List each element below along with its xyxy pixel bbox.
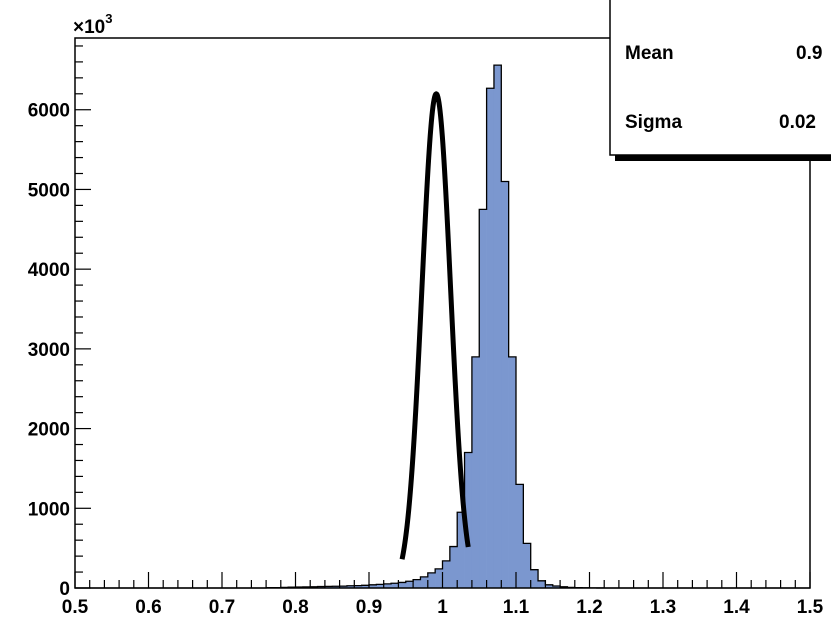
y-tick-label: 3000 [28, 340, 70, 361]
stats-sigma-value: 0.02 [779, 112, 816, 133]
histogram-bar [457, 512, 465, 588]
x-axis-ticks: 0.5 0.6 0.7 0.8 0.9 1 1.1 1.2 1.3 1.4 1.5 [62, 572, 824, 618]
histogram-bar [376, 584, 384, 588]
stats-mean-value: 0.9 [796, 43, 822, 64]
histogram-bar [398, 582, 407, 588]
y-axis-ticks: 0 1000 2000 3000 4000 5000 6000 [28, 45, 91, 600]
stats-box: Mean 0.9 Sigma 0.02 [609, 0, 831, 161]
gaussian-fit [399, 91, 471, 560]
y-multiplier-label: ×103 [73, 11, 112, 38]
fit-curve [399, 91, 471, 560]
histogram-bar [413, 579, 421, 588]
histogram-bar [339, 586, 348, 588]
y-multiplier: ×103 [73, 11, 112, 38]
histogram-bar [501, 181, 509, 589]
histogram-bar [523, 543, 531, 588]
histogram-bar [369, 584, 377, 588]
histogram-bar [538, 580, 546, 588]
y-tick-label: 0 [59, 579, 70, 600]
y-tick-label: 1000 [28, 499, 70, 520]
histogram-bars [75, 64, 810, 589]
x-tick-label: 0.6 [135, 597, 161, 618]
histogram-bar [427, 572, 436, 588]
histogram-bar [552, 586, 561, 588]
histogram-bar [420, 576, 429, 588]
x-tick-label: 1.2 [576, 597, 602, 618]
histogram-bar [442, 560, 451, 588]
histogram-bar [530, 569, 539, 588]
x-tick-label: 1.5 [797, 597, 824, 618]
histogram-bar [516, 484, 524, 588]
histogram-bar [464, 452, 473, 588]
x-tick-label: 0.9 [356, 597, 382, 618]
x-tick-label: 0.8 [282, 597, 308, 618]
histogram-bar [332, 586, 340, 588]
histogram-bar [383, 583, 392, 588]
histogram-bar [486, 88, 495, 588]
x-tick-label: 1.4 [723, 597, 750, 618]
stats-sigma-label: Sigma [625, 112, 682, 133]
y-multiplier-exponent: 3 [105, 11, 112, 26]
histogram-bar [493, 65, 502, 589]
histogram-bar [354, 585, 362, 588]
stats-box-frame [609, 0, 831, 156]
histogram-bar [405, 581, 414, 588]
histogram-bar [545, 584, 554, 588]
histogram-bar [449, 546, 458, 588]
x-tick-label: 1 [437, 597, 448, 618]
histogram-bar [508, 356, 517, 588]
stats-mean-label: Mean [625, 43, 674, 64]
histogram-bar [479, 209, 487, 588]
histogram-bar [435, 568, 443, 588]
histogram-bar [346, 585, 355, 588]
x-tick-label: 1.1 [503, 597, 530, 618]
y-tick-label: 4000 [28, 260, 70, 281]
x-tick-label: 1.3 [650, 597, 676, 618]
histogram-bar [361, 585, 370, 588]
histogram-bar [324, 586, 333, 588]
histogram-bar [391, 583, 399, 588]
y-tick-label: 5000 [28, 180, 70, 201]
x-tick-label: 0.5 [62, 597, 89, 618]
y-tick-label: 6000 [28, 101, 70, 122]
y-tick-label: 2000 [28, 420, 70, 441]
x-tick-label: 0.7 [209, 597, 235, 618]
histogram-bar [471, 356, 480, 588]
